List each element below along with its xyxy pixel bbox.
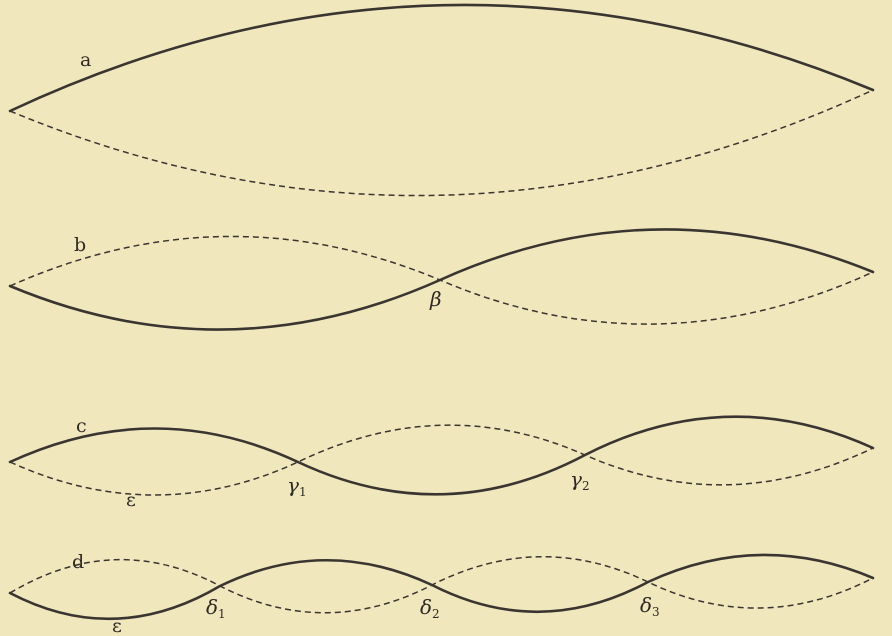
mode-a-dashed-curve — [9, 89, 874, 197]
mode-c: c ε γ1 γ2 — [8, 415, 875, 511]
delta-1-symbol: δ — [206, 595, 218, 619]
mode-d: d ε δ1 δ2 δ3 — [8, 551, 875, 636]
node-beta-label: β — [429, 287, 442, 311]
node-gamma-1-label: γ1 — [287, 473, 307, 499]
delta-2-subscript: 2 — [432, 607, 440, 621]
mode-a-solid-curve — [8, 3, 875, 113]
node-delta-2-label: δ2 — [420, 595, 440, 621]
gamma-2-symbol: γ — [570, 467, 582, 491]
delta-1-subscript: 1 — [218, 607, 226, 621]
gamma-2-subscript: 2 — [582, 479, 590, 493]
mode-b-dashed-curve — [9, 235, 874, 325]
mode-d-dashed-curve — [9, 556, 874, 614]
label-epsilon-d: ε — [112, 615, 122, 636]
mode-d-solid-curve — [8, 553, 875, 621]
mode-c-dashed-curve — [9, 424, 874, 496]
node-delta-1-label: δ1 — [206, 595, 226, 621]
label-d: d — [72, 551, 84, 573]
node-delta-3-label: δ3 — [640, 593, 660, 619]
mode-a: a — [8, 3, 875, 197]
delta-3-symbol: δ — [640, 593, 652, 617]
node-gamma-2-label: γ2 — [570, 467, 590, 493]
mode-c-solid-curve — [8, 415, 875, 496]
delta-3-subscript: 3 — [652, 605, 660, 619]
label-a: a — [80, 49, 91, 71]
delta-2-symbol: δ — [420, 595, 432, 619]
label-epsilon-c: ε — [126, 489, 136, 511]
label-c: c — [76, 415, 87, 437]
mode-b: b β — [8, 228, 875, 331]
gamma-1-symbol: γ — [287, 473, 299, 497]
gamma-1-subscript: 1 — [299, 485, 307, 499]
label-b: b — [74, 234, 86, 256]
